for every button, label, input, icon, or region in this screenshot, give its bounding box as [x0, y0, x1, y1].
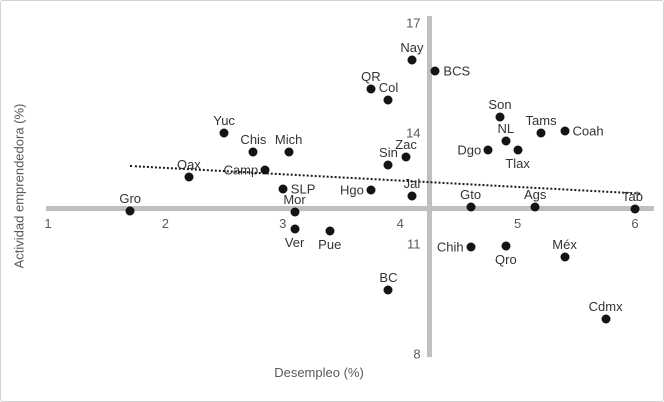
- point-label-cdmx: Cdmx: [588, 299, 623, 315]
- x-tick-label: 1: [44, 215, 52, 231]
- data-point-tams: [536, 128, 546, 138]
- data-point-gto: [466, 202, 476, 212]
- point-label-nl: NL: [497, 120, 515, 136]
- point-label-col: Col: [378, 80, 399, 96]
- x-tick-label: 4: [396, 215, 404, 231]
- point-label-jal: Jal: [403, 175, 421, 191]
- data-point-gro: [125, 206, 135, 216]
- data-point-ver: [290, 224, 300, 234]
- data-point-chih: [466, 242, 476, 252]
- y-tick-label: 8: [413, 346, 421, 362]
- data-point-bcs: [430, 66, 440, 76]
- data-point-bc: [383, 285, 393, 295]
- x-axis-title: Desempleo (%): [274, 365, 364, 380]
- y-axis-line: [427, 16, 433, 357]
- point-label-mex: Méx: [552, 236, 577, 252]
- y-axis-title: Actividad emprendedora (%): [11, 103, 27, 269]
- y-tick-label: 11: [407, 236, 421, 252]
- point-label-hgo: Hgo: [339, 182, 364, 198]
- data-point-hgo: [366, 185, 376, 195]
- point-label-zac: Zac: [395, 137, 417, 153]
- data-point-jal: [407, 191, 417, 201]
- point-label-mor: Mor: [283, 192, 306, 208]
- x-tick-label: 6: [631, 215, 639, 231]
- point-label-gro: Gro: [119, 190, 142, 206]
- point-label-dgo: Dgo: [457, 142, 482, 158]
- data-point-qro: [501, 241, 511, 250]
- data-point-sin: [383, 160, 393, 170]
- point-label-mich: Mich: [274, 131, 303, 147]
- point-label-son: Son: [488, 96, 512, 112]
- y-tick-label: 14: [406, 125, 421, 141]
- point-label-bcs: BCS: [443, 63, 471, 79]
- data-point-nl: [501, 136, 511, 146]
- point-label-qro: Qro: [495, 251, 517, 267]
- trendline: [130, 164, 641, 195]
- data-point-son: [495, 112, 505, 122]
- point-label-chis: Chis: [240, 131, 267, 147]
- point-label-ags: Ags: [524, 186, 547, 202]
- data-point-slp: [278, 184, 288, 193]
- point-label-qr: QR: [361, 69, 381, 85]
- point-label-tams: Tams: [525, 113, 557, 129]
- point-label-sin: Sin: [379, 144, 398, 160]
- point-label-tab: Tab: [622, 188, 643, 204]
- point-label-camp: Camp: [223, 162, 259, 178]
- data-point-tlax: [513, 145, 523, 155]
- x-tick-label: 5: [513, 215, 522, 231]
- y-tick-label: 17: [406, 15, 421, 31]
- data-point-qr: [366, 84, 376, 94]
- x-axis-line: [46, 206, 654, 212]
- data-point-dgo: [483, 145, 493, 155]
- point-label-oax: Oax: [176, 157, 201, 173]
- data-point-coah: [560, 126, 570, 136]
- point-label-pue: Pue: [318, 236, 342, 252]
- point-label-yuc: Yuc: [213, 113, 235, 129]
- data-point-tab: [630, 204, 640, 214]
- point-label-ver: Ver: [284, 234, 305, 250]
- x-tick-label: 2: [161, 215, 170, 231]
- data-point-zac: [401, 152, 411, 162]
- point-label-coah: Coah: [572, 123, 604, 139]
- data-point-mich: [284, 147, 294, 157]
- point-label-nay: Nay: [400, 39, 424, 55]
- point-label-tlax: Tlax: [505, 155, 530, 171]
- data-point-chis: [248, 147, 258, 157]
- data-point-ags: [530, 202, 540, 212]
- data-point-mor: [290, 207, 300, 217]
- data-point-col: [383, 95, 393, 105]
- data-point-yuc: [219, 128, 229, 138]
- data-point-camp: [260, 165, 270, 175]
- point-label-bc: BC: [379, 269, 398, 285]
- data-point-mex: [560, 252, 570, 262]
- data-point-nay: [407, 55, 417, 65]
- data-point-cdmx: [601, 314, 611, 324]
- point-label-chih: Chih: [436, 239, 464, 255]
- point-label-gto: Gto: [460, 186, 482, 202]
- x-tick-label: 3: [279, 215, 287, 231]
- point-label-slp: SLP: [290, 181, 316, 196]
- data-point-oax: [184, 172, 194, 182]
- data-point-pue: [325, 226, 335, 236]
